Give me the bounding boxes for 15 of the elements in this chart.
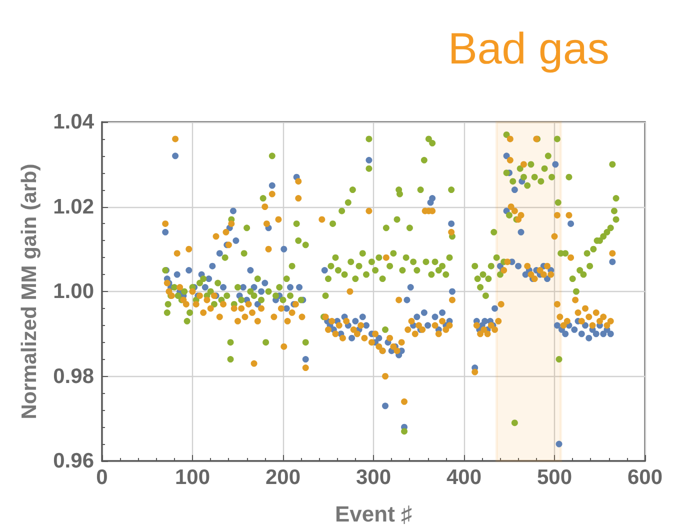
x-tick-label: 0 bbox=[96, 466, 108, 489]
x-tick-label: 500 bbox=[536, 466, 572, 489]
y-tick-label: 0.98 bbox=[53, 364, 94, 388]
x-tick-label: 100 bbox=[174, 466, 210, 489]
y-tick-label: 1.04 bbox=[53, 110, 94, 134]
y-axis-title: Normalized MM gain (arb) bbox=[18, 164, 41, 420]
x-tick-label: 300 bbox=[356, 466, 392, 489]
band-label: Bad gas bbox=[448, 24, 610, 74]
x-tick-label: 200 bbox=[265, 466, 301, 489]
x-axis-title: Event ♯ bbox=[334, 502, 412, 526]
y-tick-label: 1.02 bbox=[53, 195, 94, 218]
x-tick-label: 400 bbox=[446, 466, 482, 489]
y-tick-label: 0.96 bbox=[53, 450, 94, 472]
x-tick-label: 600 bbox=[627, 466, 663, 489]
y-tick-label: 1.00 bbox=[53, 280, 94, 303]
